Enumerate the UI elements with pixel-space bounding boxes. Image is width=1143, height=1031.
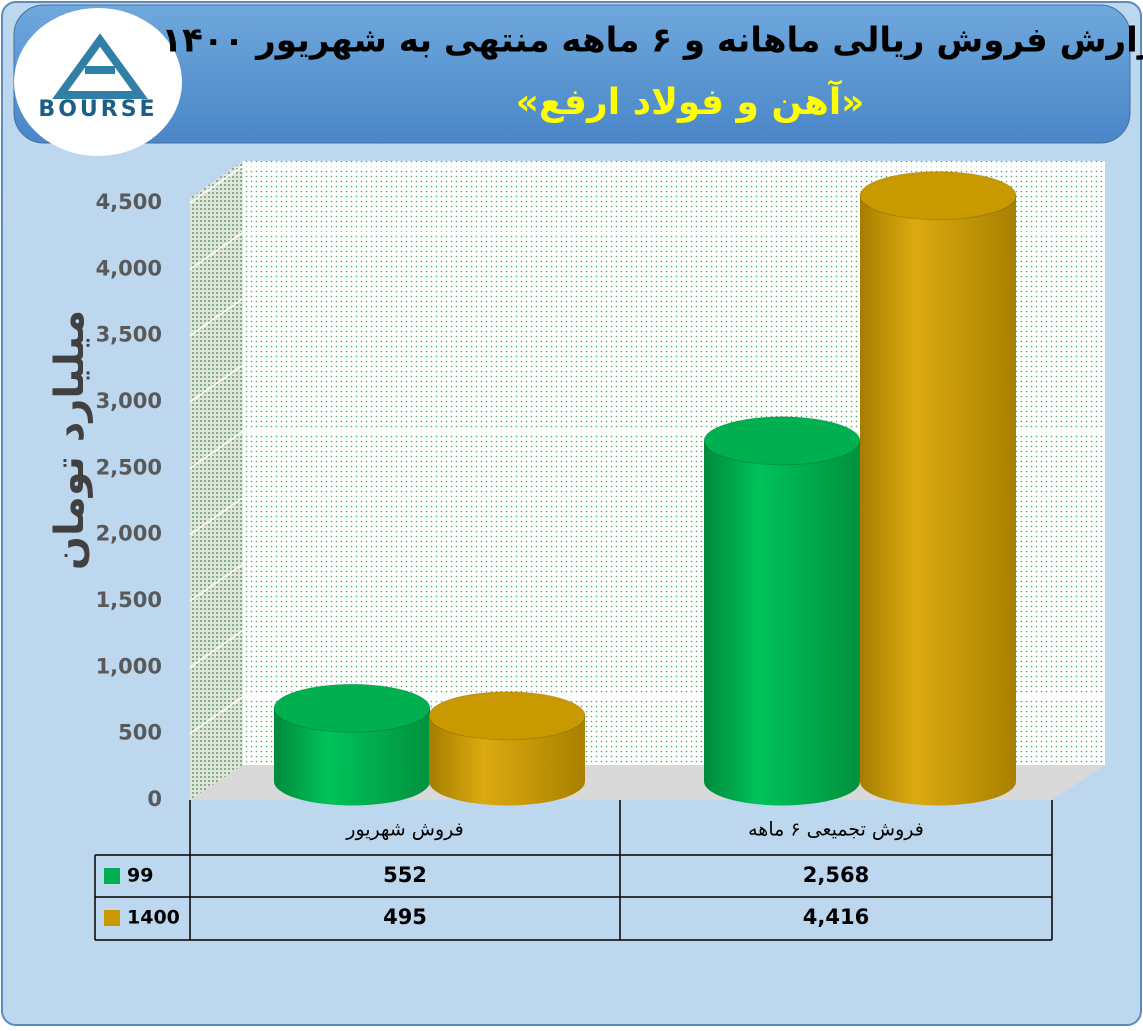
bar-top xyxy=(428,691,586,741)
x-tick-label: فروش تجمیعی ۶ ماهه xyxy=(748,819,924,841)
bar-top xyxy=(859,171,1017,221)
logo-mark xyxy=(52,33,148,99)
legend-label: 99 xyxy=(127,865,153,887)
y-tick-label: 3,500 xyxy=(96,323,162,347)
bar xyxy=(429,715,585,806)
table-value: 4,416 xyxy=(803,905,869,929)
bar xyxy=(704,440,860,806)
chart-subtitle: «آهن و فولاد ارفع» xyxy=(516,79,865,123)
grid-line xyxy=(189,364,244,403)
x-tick-label: فروش شهریور xyxy=(345,819,463,841)
grid-line xyxy=(189,497,244,536)
side-wall xyxy=(190,161,243,800)
logo-text: BOURSE xyxy=(38,97,157,122)
table-value: 2,568 xyxy=(803,863,869,887)
y-tick-label: 1,500 xyxy=(96,588,162,612)
logo-badge xyxy=(14,8,182,156)
data-table xyxy=(94,800,1053,941)
legend-swatch xyxy=(104,910,120,926)
grid-line xyxy=(189,231,244,270)
bar xyxy=(860,195,1016,806)
y-tick-label: 2,000 xyxy=(96,522,162,546)
legend-label: 1400 xyxy=(127,907,180,929)
table-value: 552 xyxy=(383,863,427,887)
y-tick-label: 1,000 xyxy=(96,654,162,678)
grid-line xyxy=(189,298,244,337)
grid-line xyxy=(189,430,244,469)
header xyxy=(13,4,1131,144)
grid-line xyxy=(189,696,244,735)
table-value: 495 xyxy=(383,905,427,929)
y-tick-label: 4,500 xyxy=(96,190,162,214)
legend-swatch xyxy=(104,868,120,884)
y-axis-label: میلیارد تومان xyxy=(47,310,93,570)
y-tick-label: 500 xyxy=(118,721,162,745)
grid-line xyxy=(189,629,244,668)
chart-title: گزارش فروش ریالی ماهانه و ۶ ماهه منتهی ب… xyxy=(161,21,1143,61)
bar-top xyxy=(273,683,431,733)
y-tick-label: 4,000 xyxy=(96,256,162,280)
grid-line xyxy=(189,563,244,602)
grid-line xyxy=(189,165,244,204)
y-tick-label: 3,000 xyxy=(96,389,162,413)
bar-top xyxy=(703,416,861,466)
bar xyxy=(274,708,431,806)
y-tick-label: 2,500 xyxy=(96,455,162,479)
y-tick-label: 0 xyxy=(147,787,162,811)
